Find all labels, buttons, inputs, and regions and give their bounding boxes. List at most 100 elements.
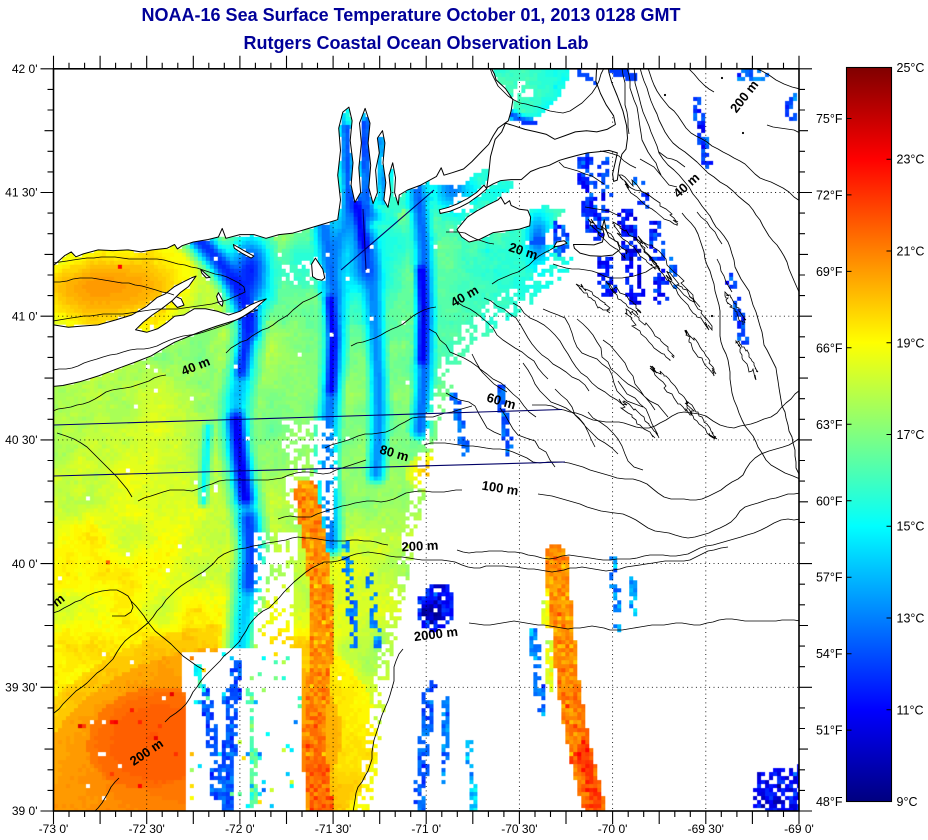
transect-line — [53, 461, 566, 477]
bathymetry-contour — [621, 68, 630, 135]
colorbar-fahrenheit-label: 63°F — [816, 418, 843, 432]
colorbar-celsius-label: 25°C — [897, 61, 925, 75]
bathymetry-contour — [53, 309, 259, 371]
axis-ticks — [40, 55, 812, 824]
y-tick-label: 40 30' — [5, 433, 37, 447]
land-polygon — [553, 240, 568, 248]
y-tick-label: 41 30' — [5, 186, 37, 200]
contour-label: 40 m — [670, 170, 702, 201]
colorbar-celsius-label: 13°C — [897, 612, 925, 626]
bathymetry-contour — [688, 68, 799, 133]
islet-dot — [663, 93, 667, 97]
x-tick-label: -71 30' — [315, 822, 351, 836]
land-polygon — [216, 292, 224, 307]
bathymetry-contour — [754, 68, 799, 90]
gridline-path — [53, 68, 799, 812]
bathymetry-contour — [647, 68, 799, 201]
graticule-gridlines — [53, 68, 799, 812]
colorbar-fahrenheit-label: 48°F — [816, 795, 843, 809]
contour-label: 100 m — [481, 478, 520, 499]
shoal-contours — [428, 150, 759, 471]
x-tick-label: -73 0' — [39, 822, 69, 836]
contour-label: 2000 m — [413, 624, 459, 644]
colorbar-fahrenheit-label: 57°F — [816, 571, 843, 585]
land-polygon — [53, 275, 267, 387]
x-tick-label: -71 0' — [411, 822, 441, 836]
land-polygon — [53, 68, 514, 266]
colorbar-fahrenheit-label: 72°F — [816, 188, 843, 202]
land-polygon — [438, 184, 488, 214]
transect-lines — [53, 189, 566, 477]
colorbar-celsius-label: 23°C — [897, 153, 925, 167]
land-polygon — [486, 68, 628, 189]
bathymetry-contour — [53, 256, 246, 322]
y-tick-label: 41 0' — [12, 309, 38, 323]
contour-label: 60 m — [485, 390, 518, 413]
contour-label: 200 m — [727, 77, 762, 115]
colorbar-fahrenheit-label: 66°F — [816, 341, 843, 355]
colorbar-fahrenheit-label: 75°F — [816, 112, 843, 126]
y-tick-label: 42 0' — [12, 62, 38, 76]
contour-label: 40 m — [179, 354, 212, 379]
colorbar-celsius-label: 19°C — [897, 336, 925, 350]
bathymetry-contour — [130, 600, 205, 671]
axis-tick-labels: -73 0' -72 30' -72 0' -71 30' -71 0' -70 30' -… — [5, 62, 814, 836]
bathymetry-contour — [324, 390, 799, 449]
y-tick-label: 39 30' — [5, 681, 37, 695]
land-polygon — [456, 196, 532, 243]
coastline-land — [53, 68, 628, 387]
x-tick-label: -72 30' — [129, 822, 165, 836]
colorbar-gradient — [845, 66, 893, 803]
bathymetry-contour — [626, 68, 799, 480]
bathymetry-contour — [94, 546, 729, 812]
bathymetry-contours — [53, 68, 799, 812]
transect-line — [362, 208, 367, 271]
y-tick-label: 39 0' — [12, 804, 38, 818]
bathymetry-contour — [277, 489, 799, 539]
colorbar-ticks — [846, 67, 892, 802]
page-title: NOAA-16 Sea Surface Temperature October … — [141, 5, 681, 25]
contour-label: 80 m — [378, 442, 411, 465]
colorbar: 25°C 23°C 21°C 19°C 17°C 15°C 13°C 11°C 9°C 75°F 7… — [816, 61, 924, 809]
bathymetry-contour — [137, 438, 799, 502]
bathymetry-contour — [639, 68, 799, 293]
contour-label: 200 m — [401, 537, 439, 554]
land-polygon — [232, 244, 255, 259]
colorbar-fahrenheit-label: 54°F — [816, 647, 843, 661]
colorbar-fahrenheit-label: 69°F — [816, 265, 843, 279]
contour-label: 200 m — [127, 736, 166, 769]
colorbar-celsius-label: 15°C — [897, 520, 925, 534]
colorbar-celsius-label: 17°C — [897, 428, 925, 442]
x-tick-label: -69 0' — [784, 822, 814, 836]
islet-dot — [741, 131, 745, 135]
bathymetry-contour — [53, 518, 799, 714]
bathymetry-contour — [446, 231, 659, 279]
transect-line — [53, 408, 563, 426]
bathymetry-contour — [633, 68, 799, 475]
colorbar-celsius-label: 9°C — [897, 795, 918, 809]
bathymetry-contour — [352, 618, 799, 812]
bathymetry-contour — [53, 589, 134, 617]
islet-dot — [710, 314, 714, 318]
bathymetry-contour — [489, 68, 605, 114]
bathymetry-contour — [53, 291, 323, 412]
colorbar-celsius-label: 21°C — [897, 245, 925, 259]
colorbar-fahrenheit-label: 51°F — [816, 724, 843, 738]
contour-label: m — [49, 591, 67, 610]
x-tick-label: -70 30' — [501, 822, 537, 836]
contour-label: 20 m — [507, 239, 540, 262]
bathymetry-contour — [350, 246, 556, 347]
bathymetry-contour — [53, 277, 175, 296]
contour-label: 40 m — [448, 282, 481, 310]
colorbar-fahrenheit-label: 60°F — [816, 494, 843, 508]
x-tick-label: -70 0' — [598, 822, 628, 836]
axes-frame — [40, 55, 812, 824]
bathymetry-contour — [56, 432, 133, 498]
islet-dot — [720, 76, 724, 80]
x-tick-label: -69 30' — [688, 822, 724, 836]
colorbar-celsius-label: 11°C — [897, 703, 924, 717]
page-subtitle: Rutgers Coastal Ocean Observation Lab — [243, 33, 589, 53]
land-polygon — [200, 268, 211, 279]
